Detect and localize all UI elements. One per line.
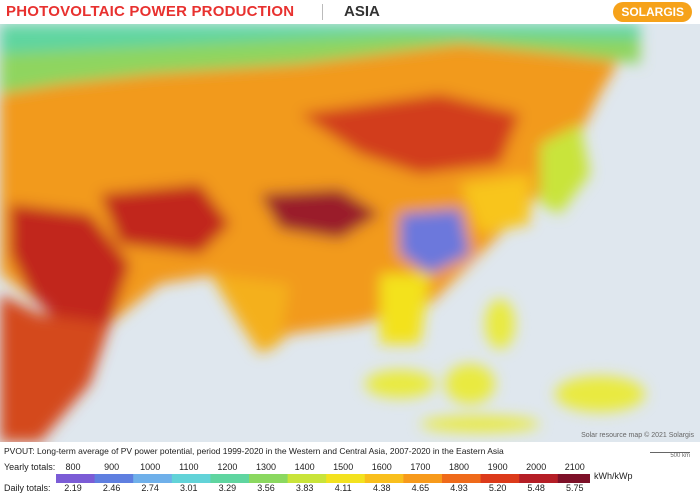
daily-value: 4.65 (411, 483, 430, 493)
legend-swatch (519, 474, 559, 483)
scale-bar: 500 km (650, 452, 690, 459)
daily-value: 4.11 (334, 483, 352, 493)
daily-value: 4.38 (373, 483, 391, 493)
daily-value: 3.56 (257, 483, 275, 493)
title: PHOTOVOLTAIC POWER PRODUCTION (6, 3, 295, 20)
legend-swatch (364, 474, 404, 483)
region: ASIA (344, 3, 380, 20)
legend-swatch (249, 474, 289, 483)
daily-label: Daily totals: (4, 483, 51, 493)
map (0, 24, 700, 442)
legend-unit: kWh/kWp (594, 471, 633, 481)
legend-swatch (326, 474, 366, 483)
yearly-value: 1600 (371, 462, 392, 472)
legend-swatch (171, 474, 211, 483)
daily-value: 4.93 (450, 483, 468, 493)
legend-swatch (56, 474, 96, 483)
yearly-label: Yearly totals: (4, 462, 56, 472)
legend-swatch (287, 474, 327, 483)
separator (322, 4, 323, 20)
yearly-value: 800 (65, 462, 81, 472)
yearly-value: 1900 (487, 462, 508, 472)
legend-swatch (94, 474, 134, 483)
legend-swatch (403, 474, 443, 483)
daily-value: 5.75 (566, 483, 584, 493)
daily-value: 2.74 (141, 483, 159, 493)
yearly-value: 900 (104, 462, 120, 472)
daily-value: 2.19 (64, 483, 82, 493)
yearly-value: 1700 (410, 462, 431, 472)
brand-logo: SOLARGIS (613, 2, 692, 22)
legend-bar (56, 474, 590, 483)
yearly-value: 2100 (564, 462, 585, 472)
yearly-value: 1000 (140, 462, 161, 472)
legend-swatch (442, 474, 482, 483)
daily-value: 2.46 (102, 483, 121, 493)
daily-value: 3.29 (218, 483, 237, 493)
yearly-value: 1200 (217, 462, 238, 472)
daily-value: 5.48 (527, 483, 545, 493)
yearly-value: 1300 (255, 462, 277, 472)
legend-swatch (210, 474, 250, 483)
legend-swatch (133, 474, 173, 483)
legend-swatch (557, 474, 590, 483)
yearly-value: 1100 (179, 462, 199, 472)
yearly-value: 1400 (294, 462, 315, 472)
yearly-value: 1500 (333, 462, 354, 472)
map-credit: Solar resource map © 2021 Solargis (581, 432, 694, 439)
daily-value: 3.83 (295, 483, 314, 493)
header: PHOTOVOLTAIC POWER PRODUCTION ASIA SOLAR… (0, 0, 700, 24)
yearly-value: 2000 (526, 462, 547, 472)
caption: PVOUT: Long-term average of PV power pot… (4, 446, 504, 456)
daily-value: 5.20 (488, 483, 507, 493)
yearly-value: 1800 (448, 462, 470, 472)
daily-value: 3.01 (180, 483, 198, 493)
legend-swatch (480, 474, 520, 483)
